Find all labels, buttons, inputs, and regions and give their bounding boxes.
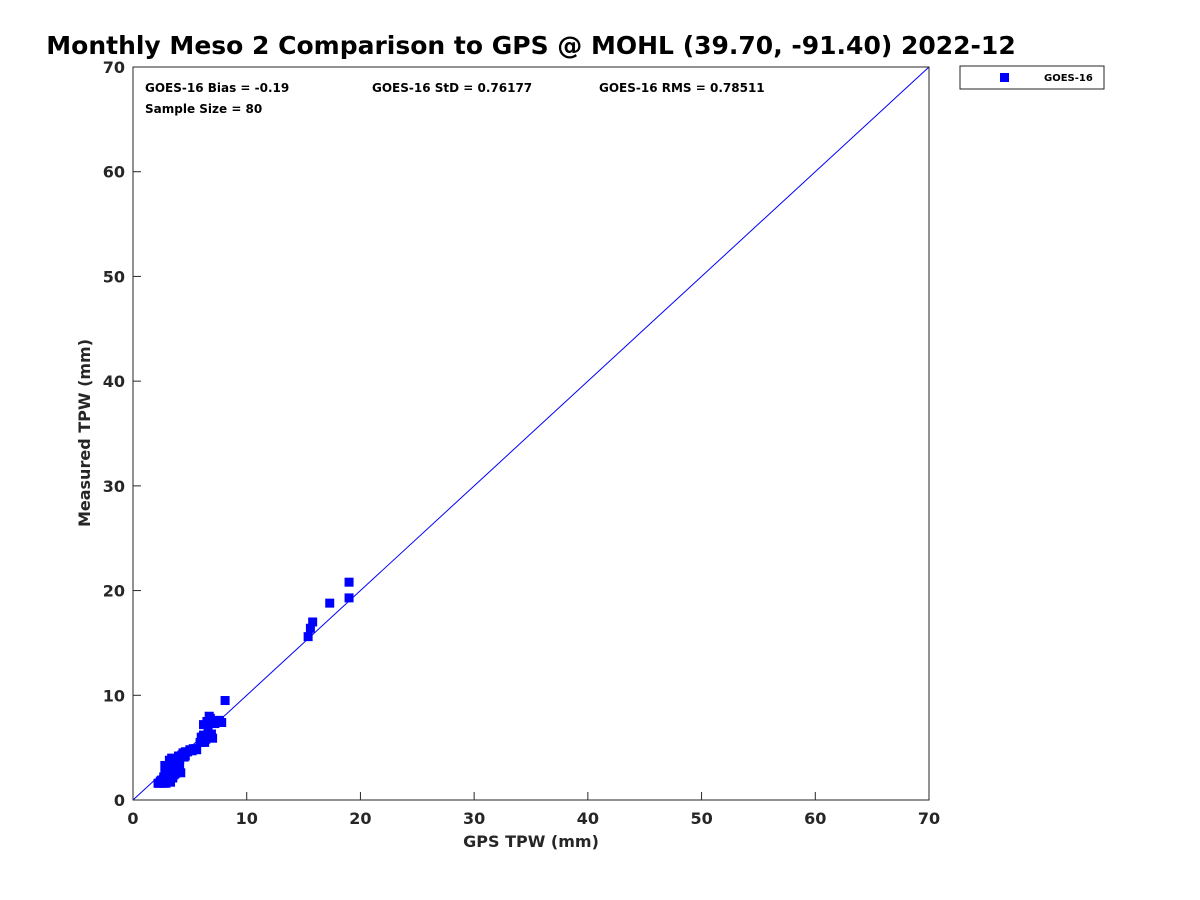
plot-frame [132,66,930,801]
y-tick-label: 50 [103,267,125,286]
data-point [204,711,214,721]
x-tick-label: 0 [127,809,138,828]
y-tick-label: 60 [103,163,125,182]
data-point [305,623,315,633]
data-point [214,715,224,725]
data-point [172,759,182,769]
data-point [154,778,164,788]
data-point [176,768,186,778]
data-point [325,598,335,608]
data-point [201,731,211,741]
data-point [344,593,354,603]
data-point [167,757,177,767]
legend: GOES-16 [959,65,1105,90]
y-tick-label: 40 [103,372,125,391]
chart-title: Monthly Meso 2 Comparison to GPS @ MOHL … [46,31,1015,60]
data-point [200,737,210,747]
data-point [191,744,201,754]
x-tick-label: 20 [349,809,371,828]
reference-line-layer [132,66,930,801]
x-tick-label: 60 [804,809,826,828]
y-tick-label: 70 [103,58,125,77]
data-point [303,632,313,642]
legend-label: GOES-16 [1044,73,1093,84]
data-point [203,719,213,729]
legend-marker-square-icon [1000,73,1009,82]
sample-size-stat: Sample Size = 80 [145,102,262,116]
data-point [168,763,178,773]
one-to-one-reference-line [132,66,930,801]
data-point [308,617,318,627]
rms-stat: GOES-16 RMS = 0.78511 [599,81,765,95]
x-tick-label: 40 [577,809,599,828]
data-point [344,577,354,587]
y-tick-label: 20 [103,582,125,601]
data-point [195,737,205,747]
x-tick-label: 10 [236,809,258,828]
x-tick-label: 70 [918,809,940,828]
x-axis-label: GPS TPW (mm) [463,832,599,851]
x-tick-label: 30 [463,809,485,828]
data-points-layer [153,577,354,788]
std-stat: GOES-16 StD = 0.76177 [372,81,532,95]
y-tick-label: 30 [103,477,125,496]
data-point [170,769,180,779]
legend-box [959,65,1105,90]
data-point [179,752,189,762]
data-point [183,747,193,757]
tick-layer: 0 10 20 30 40 50 60 70 0 10 20 30 40 50 60 70 [103,58,940,828]
y-tick-label: 10 [103,686,125,705]
y-axis-label: Measured TPW (mm) [75,339,94,527]
bias-stat: GOES-16 Bias = -0.19 [145,81,289,95]
data-point [220,696,230,706]
y-tick-label: 0 [114,791,125,810]
data-point [206,729,216,739]
data-point [161,766,171,776]
x-tick-label: 50 [690,809,712,828]
